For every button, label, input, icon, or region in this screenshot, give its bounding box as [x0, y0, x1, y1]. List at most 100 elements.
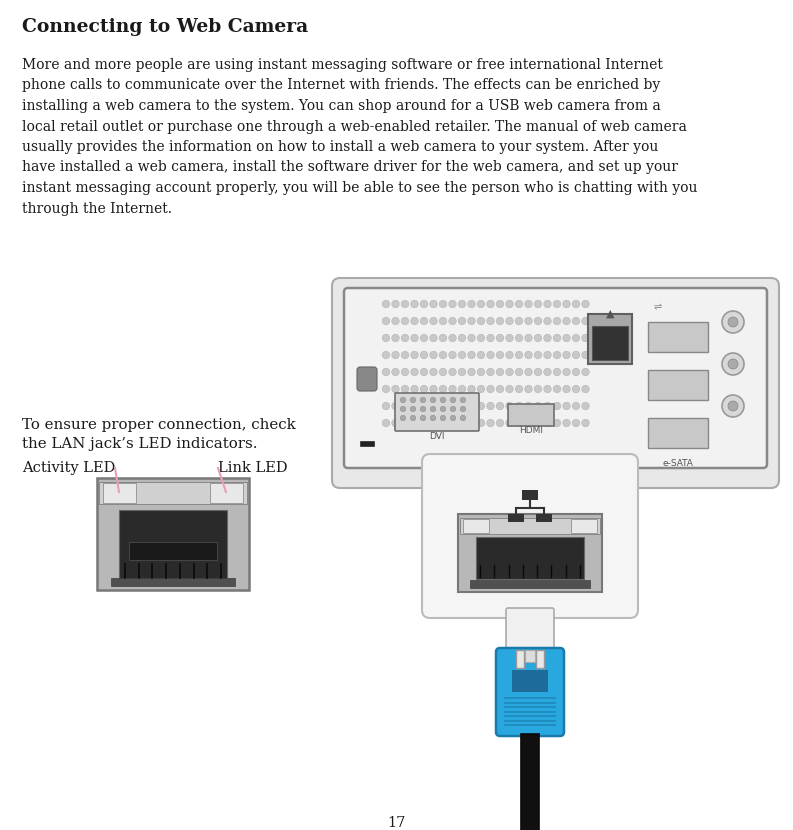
Bar [463, 519, 489, 533]
Bar [360, 441, 374, 446]
Circle shape [420, 369, 427, 376]
Bar [521, 734, 539, 830]
Circle shape [477, 300, 485, 308]
Circle shape [563, 369, 570, 376]
Circle shape [420, 317, 427, 325]
Circle shape [525, 300, 532, 308]
Bar [525, 650, 535, 662]
Circle shape [534, 300, 542, 308]
Circle shape [420, 415, 426, 421]
Text: usually provides the information on how to install a web camera to your system. : usually provides the information on how … [22, 140, 658, 154]
Circle shape [458, 351, 465, 359]
Circle shape [401, 419, 409, 427]
FancyBboxPatch shape [648, 418, 708, 448]
Circle shape [582, 300, 589, 308]
Circle shape [506, 419, 513, 427]
Circle shape [458, 369, 465, 376]
Circle shape [554, 300, 561, 308]
Circle shape [496, 403, 504, 410]
Circle shape [534, 351, 542, 359]
Bar [460, 518, 600, 534]
Circle shape [460, 398, 465, 403]
Circle shape [449, 351, 456, 359]
Circle shape [458, 334, 465, 342]
FancyBboxPatch shape [508, 404, 554, 426]
Circle shape [515, 419, 523, 427]
Circle shape [487, 419, 494, 427]
Circle shape [534, 403, 542, 410]
Circle shape [722, 311, 744, 333]
Bar [99, 482, 247, 504]
Circle shape [450, 398, 456, 403]
Circle shape [401, 317, 409, 325]
Circle shape [439, 419, 446, 427]
Circle shape [458, 300, 465, 308]
Circle shape [430, 406, 436, 412]
Circle shape [477, 317, 485, 325]
Circle shape [440, 398, 446, 403]
Circle shape [468, 317, 475, 325]
Circle shape [582, 334, 589, 342]
Circle shape [410, 415, 416, 421]
Circle shape [554, 369, 561, 376]
Circle shape [554, 385, 561, 393]
Circle shape [430, 334, 437, 342]
Circle shape [449, 419, 456, 427]
Circle shape [450, 415, 456, 421]
Circle shape [439, 403, 446, 410]
Bar [512, 670, 548, 692]
Circle shape [573, 317, 580, 325]
Circle shape [439, 351, 446, 359]
FancyBboxPatch shape [648, 322, 708, 352]
Circle shape [392, 385, 400, 393]
Circle shape [722, 353, 744, 375]
Circle shape [515, 300, 523, 308]
FancyBboxPatch shape [97, 478, 249, 590]
Circle shape [487, 385, 494, 393]
Circle shape [439, 385, 446, 393]
Circle shape [487, 300, 494, 308]
Bar [129, 542, 217, 560]
Bar [111, 578, 235, 586]
Circle shape [525, 317, 532, 325]
Circle shape [534, 334, 542, 342]
Circle shape [420, 403, 427, 410]
Circle shape [400, 398, 406, 403]
Circle shape [401, 351, 409, 359]
Circle shape [468, 351, 475, 359]
Circle shape [420, 419, 427, 427]
Circle shape [420, 406, 426, 412]
Circle shape [487, 317, 494, 325]
Text: 17: 17 [387, 816, 405, 830]
Circle shape [430, 403, 437, 410]
Circle shape [382, 300, 390, 308]
Circle shape [449, 300, 456, 308]
Text: ⇌: ⇌ [654, 302, 662, 312]
Circle shape [573, 419, 580, 427]
Circle shape [440, 406, 446, 412]
Circle shape [458, 317, 465, 325]
Circle shape [573, 385, 580, 393]
Circle shape [411, 317, 418, 325]
Circle shape [382, 385, 390, 393]
Circle shape [382, 403, 390, 410]
Circle shape [525, 403, 532, 410]
FancyBboxPatch shape [648, 370, 708, 400]
Circle shape [468, 334, 475, 342]
Circle shape [582, 419, 589, 427]
Circle shape [468, 403, 475, 410]
Circle shape [411, 334, 418, 342]
Circle shape [563, 419, 570, 427]
Circle shape [430, 398, 436, 403]
Circle shape [439, 300, 446, 308]
Circle shape [411, 403, 418, 410]
Bar [571, 519, 597, 533]
FancyBboxPatch shape [458, 514, 602, 592]
Circle shape [439, 369, 446, 376]
Circle shape [468, 385, 475, 393]
Circle shape [728, 359, 738, 369]
Circle shape [563, 300, 570, 308]
Text: installing a web camera to the system. You can shop around for a USB web camera : installing a web camera to the system. Y… [22, 99, 661, 113]
Text: have installed a web camera, install the software driver for the web camera, and: have installed a web camera, install the… [22, 160, 678, 174]
Circle shape [496, 419, 504, 427]
